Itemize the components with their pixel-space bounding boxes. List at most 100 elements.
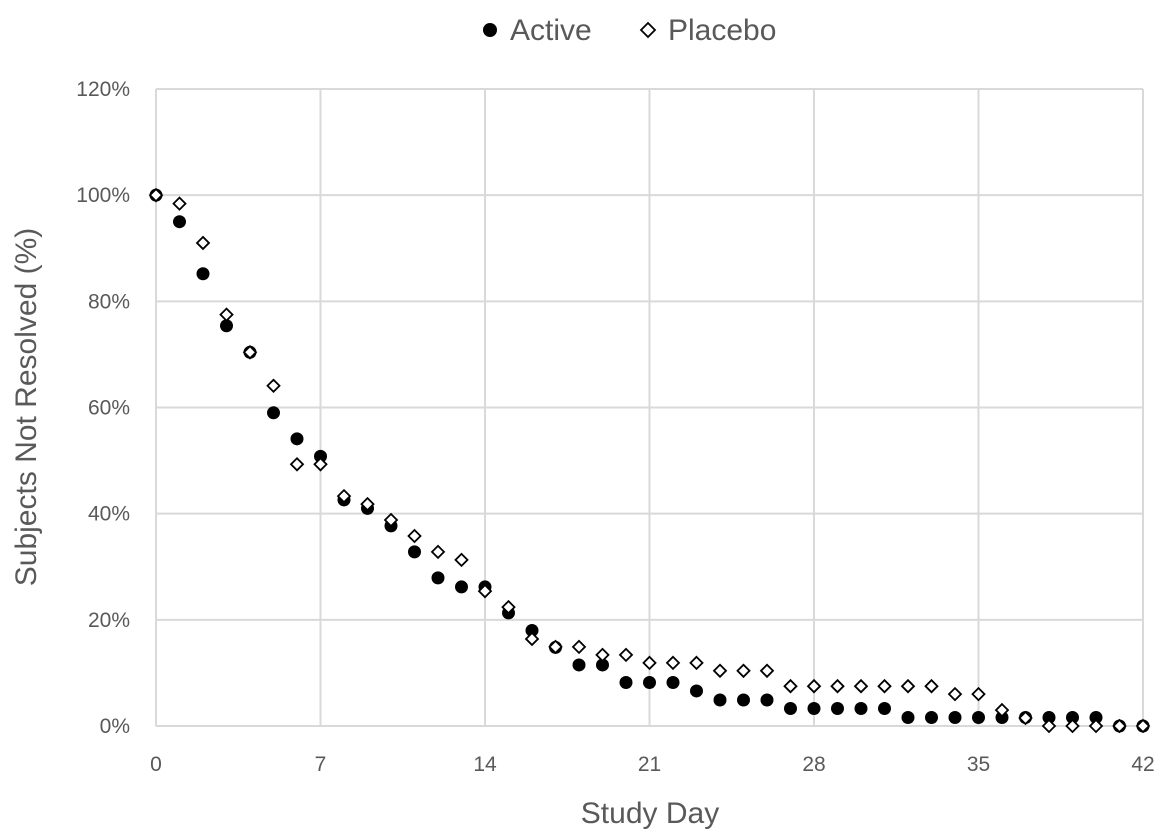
data-point-active	[878, 701, 891, 715]
data-point-active	[314, 449, 327, 463]
data-point-active	[666, 675, 680, 689]
data-point-placebo	[1018, 710, 1033, 726]
data-point-placebo	[783, 678, 798, 694]
data-point-placebo	[266, 378, 281, 394]
data-point-placebo	[877, 678, 892, 694]
data-point-placebo	[853, 678, 869, 694]
data-point-active	[290, 432, 304, 446]
data-point-active	[760, 693, 774, 707]
data-point-placebo	[830, 678, 845, 694]
data-point-active	[901, 711, 915, 725]
data-point-active	[854, 701, 868, 715]
data-point-placebo	[148, 187, 164, 203]
legend-label-placebo: Placebo	[668, 14, 776, 47]
data-point-placebo	[712, 663, 728, 679]
data-point-placebo	[595, 647, 610, 663]
data-point-placebo	[289, 457, 305, 472]
data-point-active	[619, 675, 633, 689]
data-point-placebo	[1041, 718, 1057, 734]
x-tick-label: 21	[638, 753, 661, 776]
data-point-active	[220, 319, 233, 333]
legend-label-active: Active	[510, 14, 592, 47]
data-point-active	[831, 701, 844, 715]
x-tick-label: 42	[1131, 753, 1154, 776]
data-point-active	[525, 623, 539, 637]
data-point-placebo	[360, 496, 375, 512]
data-point-placebo	[642, 655, 657, 671]
data-point-placebo	[172, 196, 187, 211]
axis-ticks: 0% 20% 40% 60% 80% 100% 120% 0 7 14 21 28 35 42	[76, 78, 1154, 776]
data-point-placebo	[548, 639, 563, 655]
y-tick-label: 80%	[88, 290, 130, 313]
data-point-active	[596, 658, 609, 672]
data-point-active	[690, 684, 703, 698]
legend: Active Placebo	[483, 14, 776, 47]
data-point-placebo	[1112, 718, 1127, 734]
y-tick-label: 120%	[76, 78, 130, 101]
data-markers	[148, 187, 1151, 734]
data-point-active	[784, 701, 797, 715]
y-tick-label: 100%	[76, 184, 130, 207]
data-point-active	[431, 571, 445, 585]
y-tick-label: 60%	[88, 397, 130, 420]
data-point-active	[807, 701, 821, 715]
data-point-active	[643, 675, 656, 689]
data-point-active	[1066, 711, 1079, 725]
data-point-active	[196, 267, 210, 281]
data-point-placebo	[383, 512, 399, 528]
y-tick-label: 40%	[88, 503, 130, 526]
data-point-placebo	[806, 678, 822, 694]
data-point-placebo	[994, 702, 1010, 718]
data-point-placebo	[1135, 718, 1151, 734]
x-tick-label: 28	[802, 753, 825, 776]
x-tick-label: 35	[967, 753, 990, 776]
x-tick-label: 7	[315, 753, 327, 776]
data-point-active	[408, 545, 421, 559]
data-point-active	[1089, 711, 1103, 725]
data-point-active	[455, 580, 468, 594]
data-point-placebo	[219, 307, 234, 322]
data-point-active	[737, 693, 750, 707]
data-point-placebo	[571, 639, 587, 655]
data-point-active	[173, 215, 186, 229]
data-point-active	[972, 711, 985, 725]
data-point-active	[948, 711, 962, 725]
y-tick-label: 20%	[88, 609, 130, 632]
data-point-placebo	[618, 647, 634, 663]
x-tick-label: 14	[473, 753, 497, 776]
data-point-placebo	[947, 686, 963, 702]
data-point-placebo	[665, 655, 681, 671]
data-point-placebo	[1088, 718, 1104, 734]
data-point-placebo	[924, 678, 939, 694]
data-point-placebo	[430, 544, 446, 560]
legend-marker-placebo	[639, 21, 657, 39]
data-point-placebo	[336, 488, 352, 504]
data-point-placebo	[1065, 718, 1080, 734]
data-point-placebo	[759, 663, 775, 679]
y-tick-label: 0%	[100, 715, 130, 738]
y-axis-title: Subjects Not Resolved (%)	[10, 228, 43, 586]
data-point-placebo	[242, 345, 258, 360]
data-point-placebo	[501, 599, 516, 615]
data-point-placebo	[407, 528, 422, 544]
data-point-placebo	[195, 235, 211, 251]
data-point-active	[713, 693, 727, 707]
data-point-active	[995, 711, 1009, 725]
gridlines	[155, 88, 1144, 727]
data-point-placebo	[454, 552, 469, 568]
legend-marker-active	[483, 23, 497, 37]
data-point-placebo	[524, 631, 540, 647]
data-point-placebo	[971, 686, 986, 702]
data-point-placebo	[477, 583, 493, 599]
data-point-active	[572, 658, 586, 672]
x-axis-title: Study Day	[581, 797, 719, 830]
data-point-placebo	[736, 663, 751, 679]
data-point-active	[1042, 711, 1056, 725]
data-point-placebo	[900, 678, 916, 694]
data-point-active	[925, 711, 938, 725]
data-point-placebo	[313, 457, 328, 472]
data-point-placebo	[689, 655, 704, 671]
x-tick-label: 0	[150, 753, 162, 776]
data-point-active	[267, 406, 280, 420]
